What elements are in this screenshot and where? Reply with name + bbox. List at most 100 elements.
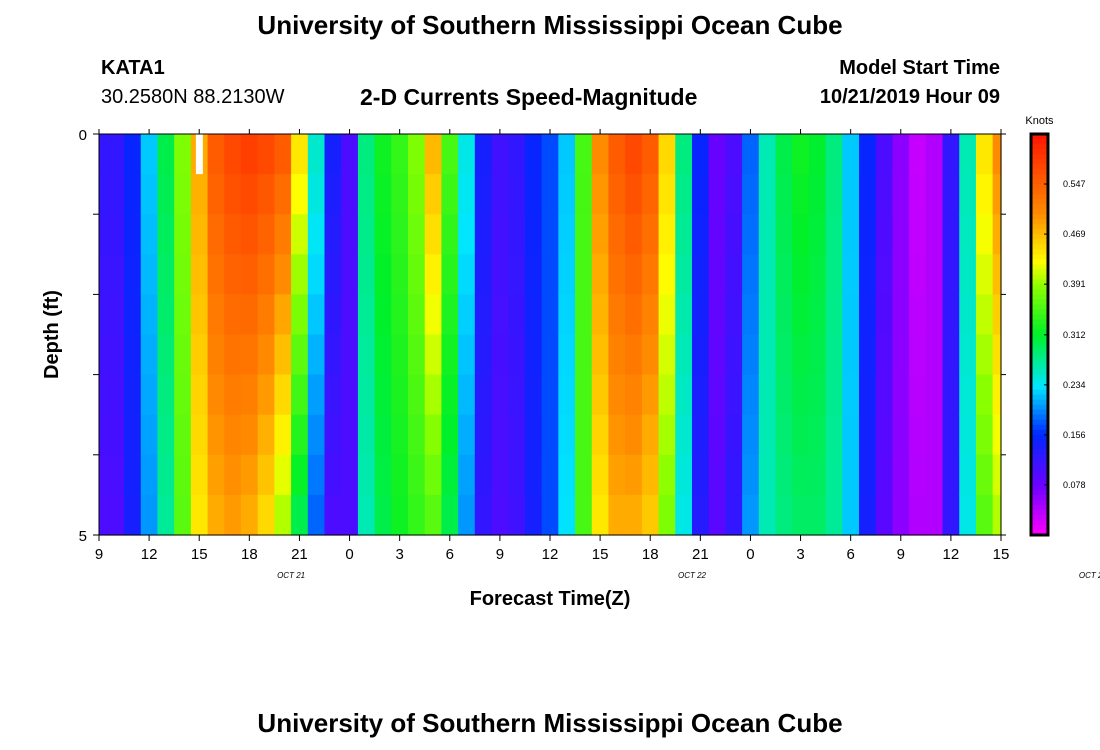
heatmap-cell — [458, 334, 476, 376]
heatmap-cell — [99, 494, 108, 536]
heatmap-cell — [240, 454, 259, 496]
heatmap-cell — [240, 254, 259, 295]
heatmap-cell — [307, 174, 326, 215]
colorbar-swatch — [1031, 144, 1048, 150]
heatmap-cell — [107, 334, 125, 376]
heatmap-cell — [558, 174, 576, 215]
heatmap-cell — [558, 454, 576, 496]
heatmap-cell — [775, 454, 793, 496]
heatmap-cell — [792, 414, 810, 456]
heatmap-cell — [190, 174, 209, 215]
heatmap-cell — [959, 214, 977, 255]
heatmap-cell — [691, 254, 710, 295]
heatmap-cell — [859, 414, 877, 456]
heatmap-cell — [508, 494, 526, 536]
heatmap-cell — [792, 174, 810, 215]
heatmap-cell — [742, 134, 760, 175]
heatmap-cell — [541, 334, 559, 376]
heatmap-cell — [491, 494, 509, 536]
heatmap-cell — [625, 214, 643, 255]
colorbar-swatch — [1031, 309, 1048, 316]
axes: 9 12 15 18 21 0 3 6 9 12 15 18 21 0 3 6 9 12 15 OCT 21 OCT 2… — [41, 127, 1100, 610]
heatmap-cell — [491, 294, 509, 336]
heatmap-cell — [641, 174, 660, 215]
heatmap-cell — [391, 454, 409, 496]
heatmap-cell — [591, 454, 610, 496]
heatmap-cell — [859, 454, 877, 496]
colorbar-swatch — [1031, 299, 1048, 306]
heatmap-cell — [224, 174, 242, 215]
heatmap-cell — [959, 414, 977, 456]
heatmap-cell — [825, 454, 843, 496]
colorbar-swatch — [1031, 459, 1048, 466]
heatmap-cell — [374, 414, 392, 456]
heatmap-cell — [909, 134, 927, 175]
heatmap-cell — [374, 174, 392, 215]
heatmap-cell — [608, 254, 626, 295]
heatmap-cell — [925, 214, 944, 255]
heatmap-cell — [99, 214, 108, 255]
heatmap-cell — [775, 494, 793, 536]
colorbar-tick-label: 0.312 — [1063, 330, 1086, 340]
heatmap-cell — [307, 334, 326, 376]
heatmap-cell — [742, 454, 760, 496]
heatmap-cell — [124, 414, 142, 456]
heatmap-cell — [625, 334, 643, 376]
heatmap-cell — [792, 374, 810, 416]
heatmap-cell — [558, 494, 576, 536]
heatmap-cell — [808, 334, 827, 376]
heatmap-cell — [758, 374, 777, 416]
heatmap-cell — [608, 294, 626, 336]
heatmap-cell — [124, 134, 142, 175]
heatmap-cell — [341, 294, 359, 336]
heatmap-cell — [424, 454, 443, 496]
heatmap-cell — [107, 454, 125, 496]
heatmap-cell — [257, 174, 275, 215]
heatmap-cell — [174, 294, 192, 336]
heatmap-cell — [691, 334, 710, 376]
heatmap-cell — [842, 374, 860, 416]
heatmap-cell — [959, 174, 977, 215]
heatmap-cell — [174, 454, 192, 496]
heatmap-cell — [341, 134, 359, 175]
heatmap-cell — [391, 374, 409, 416]
heatmap-cell — [909, 294, 927, 336]
heatmap-cell — [875, 214, 894, 255]
heatmap-cell — [608, 454, 626, 496]
heatmap-cell — [591, 174, 610, 215]
heatmap-cell — [391, 254, 409, 295]
heatmap-cell — [825, 294, 843, 336]
heatmap-cell — [324, 294, 342, 336]
heatmap-cell — [190, 214, 209, 255]
heatmap-cell — [641, 334, 660, 376]
colorbar-swatch — [1031, 474, 1048, 481]
heatmap-cell — [925, 454, 944, 496]
heatmap-cell — [524, 414, 543, 456]
heatmap-cell — [975, 374, 994, 416]
heatmap-cell — [742, 334, 760, 376]
heatmap-cell — [99, 454, 108, 496]
heatmap-cell — [541, 414, 559, 456]
heatmap-cell — [291, 454, 309, 496]
heatmap-cell — [658, 214, 676, 255]
colorbar-swatch — [1031, 494, 1048, 501]
heatmap-cell — [224, 454, 242, 496]
heatmap-cell — [875, 414, 894, 456]
heatmap-cell — [408, 214, 426, 255]
heatmap-cell — [307, 214, 326, 255]
heatmap-cell — [959, 454, 977, 496]
heatmap-cell — [842, 494, 860, 536]
heatmap-cell — [274, 254, 292, 295]
heatmap-cell — [441, 334, 459, 376]
heatmap-cell — [324, 374, 342, 416]
heatmap-cell — [157, 494, 175, 536]
heatmap-cell — [575, 294, 593, 336]
heatmap-cell — [725, 494, 743, 536]
day-label: OCT 22 — [678, 571, 707, 580]
heatmap-cell — [441, 134, 459, 175]
colorbar-swatch — [1031, 244, 1048, 250]
heatmap-cell — [842, 174, 860, 215]
heatmap-cell — [140, 254, 159, 295]
colorbar-swatch — [1031, 284, 1048, 290]
heatmap-cell — [174, 334, 192, 376]
